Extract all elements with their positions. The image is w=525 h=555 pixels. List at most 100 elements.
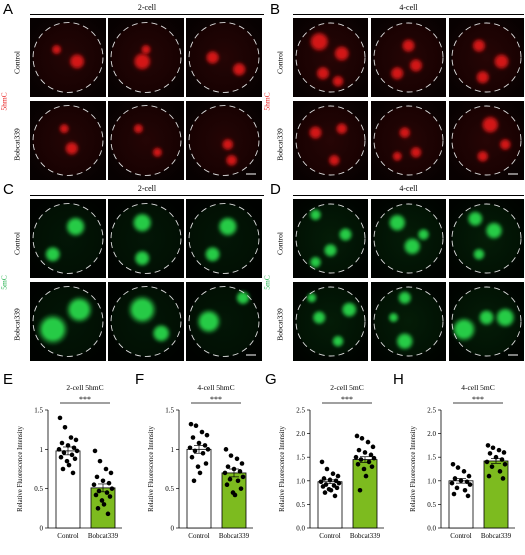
data-point [61, 450, 67, 455]
y-tick-label: 0.5 [165, 485, 174, 493]
data-point [70, 470, 76, 476]
row-label-c-bobcat: Bobcat339 [12, 308, 22, 341]
y-tick-label: 0 [171, 525, 175, 533]
data-point [60, 466, 66, 472]
data-point [200, 450, 206, 456]
significance-label: *** [79, 395, 91, 404]
data-point [187, 445, 193, 451]
y-tick-label: 1.5 [427, 454, 436, 462]
micrograph-c-control-1 [30, 199, 106, 278]
micrograph-c-control-3 [186, 199, 262, 278]
data-point [232, 492, 238, 498]
category-label: Bobcat339 [88, 532, 119, 540]
data-point [199, 429, 205, 435]
data-point [324, 466, 330, 472]
data-point [235, 478, 241, 484]
data-point [74, 448, 80, 454]
data-point [487, 451, 493, 456]
data-point [189, 454, 195, 460]
data-point [353, 454, 359, 460]
y-axis-label: Relative Fluorescence Intensity [17, 426, 24, 512]
y-tick-label: 1.5 [34, 407, 43, 415]
panel-letter-d: D [270, 181, 281, 198]
data-point [458, 478, 464, 484]
category-label: Bobcat339 [350, 532, 381, 540]
data-point [369, 464, 375, 469]
data-point [362, 450, 368, 455]
data-point [203, 461, 209, 466]
stage-line-d [293, 195, 524, 196]
data-point [93, 492, 99, 498]
micrograph-b-bobcat339-2 [371, 101, 446, 180]
mark-label-b: 5hmC [262, 92, 272, 111]
data-point [223, 447, 229, 452]
y-tick-label: 0.5 [34, 485, 43, 493]
data-point [58, 454, 64, 460]
row-label-b-control: Control [275, 51, 285, 74]
data-point [104, 490, 110, 495]
data-point [355, 461, 361, 467]
y-tick-label: 1 [40, 446, 44, 454]
micrograph-b-control-3 [449, 18, 524, 97]
micrograph-d-control-2 [371, 199, 446, 278]
category-label: Control [188, 532, 209, 540]
y-tick-label: 0.0 [296, 525, 305, 533]
data-point [365, 439, 371, 445]
data-point [466, 473, 472, 479]
data-point [68, 435, 74, 440]
data-point [496, 447, 502, 453]
data-point [368, 452, 374, 458]
category-label: Control [450, 532, 471, 540]
panel-letter-f: F [135, 371, 145, 388]
data-point [197, 470, 203, 476]
data-point [321, 476, 327, 481]
data-point [56, 447, 62, 452]
data-point [452, 476, 458, 481]
significance-label: *** [210, 395, 222, 404]
data-point [95, 506, 101, 511]
panel-letter-b: B [270, 1, 281, 18]
bar-bobcat339 [483, 460, 509, 529]
data-point [94, 474, 100, 480]
stage-label-c: 2-cell [137, 184, 157, 193]
panel-letter-a: A [3, 1, 14, 18]
data-point [499, 457, 505, 462]
data-point [354, 433, 360, 439]
data-point [92, 448, 98, 454]
category-label: Control [57, 532, 78, 540]
data-point [462, 487, 468, 493]
stage-line-b [293, 14, 524, 15]
y-tick-label: 0.0 [427, 525, 436, 533]
data-point [107, 494, 113, 499]
row-label-d-bobcat: Bobcat339 [275, 308, 285, 341]
y-tick-label: 1.0 [427, 477, 436, 485]
data-point [464, 479, 470, 485]
mark-label-a: 5hmC [0, 92, 9, 111]
y-axis-label: Relative Fluorescence Intensity [279, 426, 286, 512]
y-tick-label: 2.5 [296, 407, 305, 415]
data-point [330, 471, 336, 477]
row-label-b-bobcat: Bobcat339 [275, 128, 285, 161]
data-point [228, 453, 234, 458]
data-point [497, 469, 503, 474]
significance-label: *** [472, 395, 484, 404]
data-point [238, 486, 244, 491]
row-label-d-control: Control [275, 232, 285, 255]
data-point [69, 452, 75, 458]
data-point [99, 498, 105, 503]
data-point [109, 486, 115, 491]
data-point [449, 480, 455, 486]
data-point [454, 485, 460, 491]
row-label-a-control: Control [12, 51, 22, 74]
micrograph-d-control-3 [449, 199, 524, 278]
y-axis-label: Relative Fluorescence Intensity [410, 426, 417, 512]
panel-letter-h: H [393, 371, 404, 388]
micrograph-d-bobcat339-3 [449, 282, 524, 361]
micrograph-d-bobcat339-1 [293, 282, 368, 361]
micrograph-c-bobcat339-3 [186, 282, 262, 361]
micrograph-c-bobcat339-2 [108, 282, 184, 361]
micrograph-a-control-1 [30, 18, 106, 97]
data-point [205, 447, 211, 452]
category-label: Control [319, 532, 340, 540]
chart-title: 4-cell 5hmC [197, 383, 234, 392]
